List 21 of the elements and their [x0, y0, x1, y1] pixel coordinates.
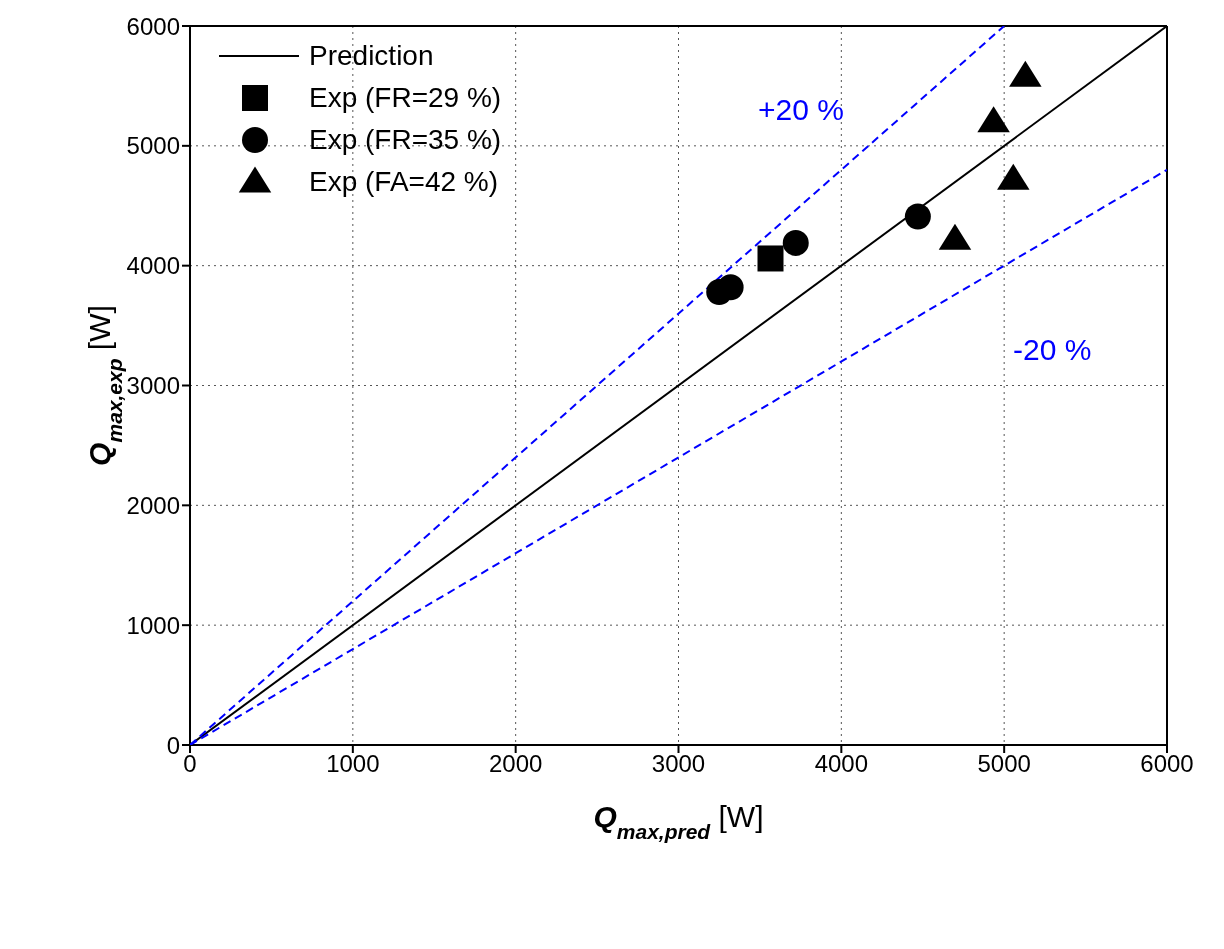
y-tick-label: 6000: [126, 12, 180, 40]
x-tick-label: 1000: [326, 750, 380, 778]
y-tick-label: 2000: [126, 491, 180, 519]
x-tick-label: 5000: [977, 750, 1031, 778]
x-axis-title: Q$_{max,pred}$ [W]: [593, 800, 764, 843]
legend-label: Exp (FA=42 %): [309, 165, 499, 199]
x-tick-label: 3000: [651, 750, 706, 778]
legend-label: Exp (FR=29 %): [309, 81, 502, 115]
y-tick-label: 4000: [126, 252, 180, 280]
x-tick-label: 6000: [1140, 750, 1194, 778]
legend-label: Exp (FR=35 %): [309, 123, 502, 157]
legend-label: Prediction: [309, 39, 434, 73]
annotation: +20 %: [758, 93, 844, 127]
y-tick-label: 5000: [126, 132, 180, 160]
x-tick-label: 0: [183, 750, 197, 778]
x-tick-label: 4000: [814, 750, 869, 778]
x-tick-label: 2000: [488, 750, 543, 778]
y-tick-label: 1000: [126, 611, 180, 639]
y-tick-label: 3000: [126, 372, 180, 400]
annotation: -20 %: [1013, 333, 1092, 367]
y-tick-label: 0: [166, 731, 180, 759]
